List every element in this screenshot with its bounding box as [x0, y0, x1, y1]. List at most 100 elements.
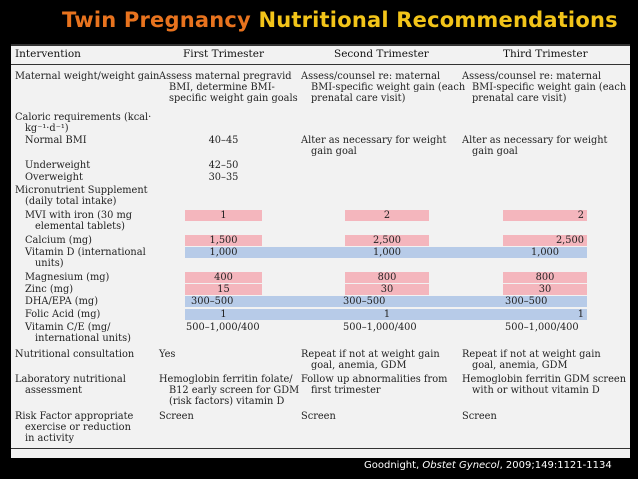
highlight-magnesium-second: [345, 272, 429, 283]
cell-nutritional-consultation: Nutritional consultation: [15, 349, 135, 360]
cell-mw-first-2: BMI, determine BMI-: [169, 82, 275, 93]
cell-vitamin-d-third: 1,000: [530, 247, 560, 258]
cell-rf-third: Screen: [462, 411, 497, 422]
highlight-vitamin-d-row: [185, 247, 587, 258]
cell-calcium-second: 2,500: [372, 235, 402, 246]
cell-overweight: Overweight: [25, 172, 83, 183]
cell-normal-bmi-third-1: Alter as necessary for weight: [462, 135, 608, 146]
cell-underweight-first: 42–50: [208, 160, 239, 171]
cell-maternal-weight: Maternal weight/weight gain: [15, 71, 160, 82]
cell-mvi-first: 1: [220, 210, 227, 221]
citation-author: Goodnight,: [364, 460, 420, 471]
cell-lab-first-2: B12 early screen for GDM: [169, 385, 300, 396]
highlight-zinc-first: [185, 284, 262, 295]
cell-vitamin-ce-third: 500–1,000/400: [505, 322, 579, 333]
cell-nc-third-1: Repeat if not at weight gain: [462, 349, 601, 360]
header-third-trimester: Third Trimester: [503, 48, 588, 60]
cell-risk-factor-3: in activity: [25, 433, 75, 444]
cell-dha-third: 300–500: [505, 296, 548, 307]
cell-calcium: Calcium (mg): [25, 235, 93, 246]
cell-caloric-2: kg⁻¹·d⁻¹): [25, 123, 69, 134]
cell-mw-second-2: BMI-specific weight gain (each: [311, 82, 466, 93]
cell-rf-first: Screen: [159, 411, 194, 422]
cell-mw-second-3: prenatal care visit): [311, 93, 406, 104]
cell-normal-bmi-second-2: gain goal: [311, 146, 357, 157]
cell-mw-first-3: specific weight gain goals: [169, 93, 298, 104]
slide-title: Twin Pregnancy Nutritional Recommendatio…: [62, 8, 618, 32]
cell-mvi-1: MVI with iron (30 mg: [25, 210, 133, 221]
cell-rf-second: Screen: [301, 411, 336, 422]
cell-normal-bmi-first: 40–45: [208, 135, 239, 146]
cell-vitamin-ce-second: 500–1,000/400: [343, 322, 417, 333]
cell-vitamin-ce-2: international units): [35, 333, 131, 344]
highlight-zinc-second: [345, 284, 429, 295]
cell-zinc: Zinc (mg): [25, 284, 74, 295]
highlight-zinc-third: [503, 284, 587, 295]
highlight-magnesium-third: [503, 272, 587, 283]
cell-overweight-first: 30–35: [208, 172, 239, 183]
cell-lab-third-2: with or without vitamin D: [472, 385, 600, 396]
cell-risk-factor-1: Risk Factor appropriate: [15, 411, 134, 422]
highlight-magnesium-first: [185, 272, 262, 283]
highlight-calcium-second: [345, 235, 429, 246]
cell-lab-first-1: Hemoglobin ferritin folate/: [159, 374, 293, 385]
highlight-dha-row: [185, 296, 587, 307]
table-bottom-rule: [11, 448, 630, 449]
citation-reference: , 2009;149:1121-1134: [499, 460, 612, 471]
cell-dha-second: 300–500: [343, 296, 386, 307]
cell-underweight: Underweight: [25, 160, 91, 171]
header-second-trimester: Second Trimester: [334, 48, 429, 60]
cell-vitamin-d-first: 1,000: [209, 247, 238, 258]
cell-mw-third-3: prenatal care visit): [472, 93, 567, 104]
cell-micronutrient-2: (daily total intake): [25, 196, 117, 207]
highlight-mvi-second: [345, 210, 429, 221]
cell-magnesium: Magnesium (mg): [25, 272, 110, 283]
cell-mvi-2: elemental tablets): [35, 221, 125, 232]
cell-mvi-second: 2: [383, 210, 391, 221]
cell-vitamin-ce-1: Vitamin C/E (mg/: [25, 322, 111, 333]
header-intervention: Intervention: [15, 48, 81, 60]
cell-folic-acid: Folic Acid (mg): [25, 309, 101, 320]
cell-nc-third-2: goal, anemia, GDM: [472, 360, 568, 371]
cell-lab-second-1: Follow up abnormalities from: [301, 374, 448, 385]
highlight-calcium-third: [503, 235, 587, 246]
highlight-folic-row: [185, 309, 587, 320]
cell-normal-bmi-third-2: gain goal: [472, 146, 518, 157]
cell-folic-second: 1: [383, 309, 391, 320]
cell-mw-second-1: Assess/counsel re: maternal: [301, 71, 441, 82]
table-top-rule: [11, 44, 630, 46]
highlight-mvi-first: [185, 210, 262, 221]
cell-lab-2: assessment: [25, 385, 83, 396]
cell-zinc-first: 15: [217, 284, 230, 295]
cell-risk-factor-2: exercise or reduction: [25, 422, 131, 433]
citation: Goodnight, Obstet Gynecol, 2009;149:1121…: [364, 460, 612, 471]
header-first-trimester: First Trimester: [183, 48, 265, 60]
cell-vitamin-d-2: units): [35, 258, 64, 269]
cell-vitamin-d-second: 1,000: [372, 247, 402, 258]
cell-magnesium-first: 400: [214, 272, 233, 283]
cell-zinc-second: 30: [380, 284, 394, 295]
cell-mw-third-1: Assess/counsel re: maternal: [462, 71, 602, 82]
cell-vitamin-d-1: Vitamin D (international: [25, 247, 146, 258]
title-part-1: Twin Pregnancy: [62, 8, 251, 32]
title-part-2: Nutritional Recommendations: [258, 8, 618, 32]
table-image: Intervention First Trimester Second Trim…: [11, 44, 630, 458]
cell-calcium-first: 1,500: [209, 235, 238, 246]
cell-folic-third: 1: [577, 309, 584, 320]
cell-caloric-1: Caloric requirements (kcal·: [15, 112, 152, 123]
cell-nc-second-2: goal, anemia, GDM: [311, 360, 407, 371]
cell-lab-third-1: Hemoglobin ferritin GDM screen: [462, 374, 627, 385]
cell-zinc-third: 30: [538, 284, 552, 295]
cell-mw-first-1: Assess maternal pregravid: [159, 71, 292, 82]
cell-nc-first: Yes: [159, 349, 176, 360]
cell-dha: DHA/EPA (mg): [25, 296, 99, 307]
cell-vitamin-ce-first: 500–1,000/400: [186, 322, 260, 333]
citation-journal: Obstet Gynecol: [422, 460, 500, 471]
cell-mw-third-2: BMI-specific weight gain (each: [472, 82, 627, 93]
highlight-calcium-first: [185, 235, 262, 246]
cell-normal-bmi-second-1: Alter as necessary for weight: [301, 135, 447, 146]
cell-magnesium-third: 800: [535, 272, 555, 283]
cell-calcium-third: 2,500: [555, 235, 584, 246]
cell-nc-second-1: Repeat if not at weight gain: [301, 349, 440, 360]
cell-mvi-third: 2: [577, 210, 584, 221]
